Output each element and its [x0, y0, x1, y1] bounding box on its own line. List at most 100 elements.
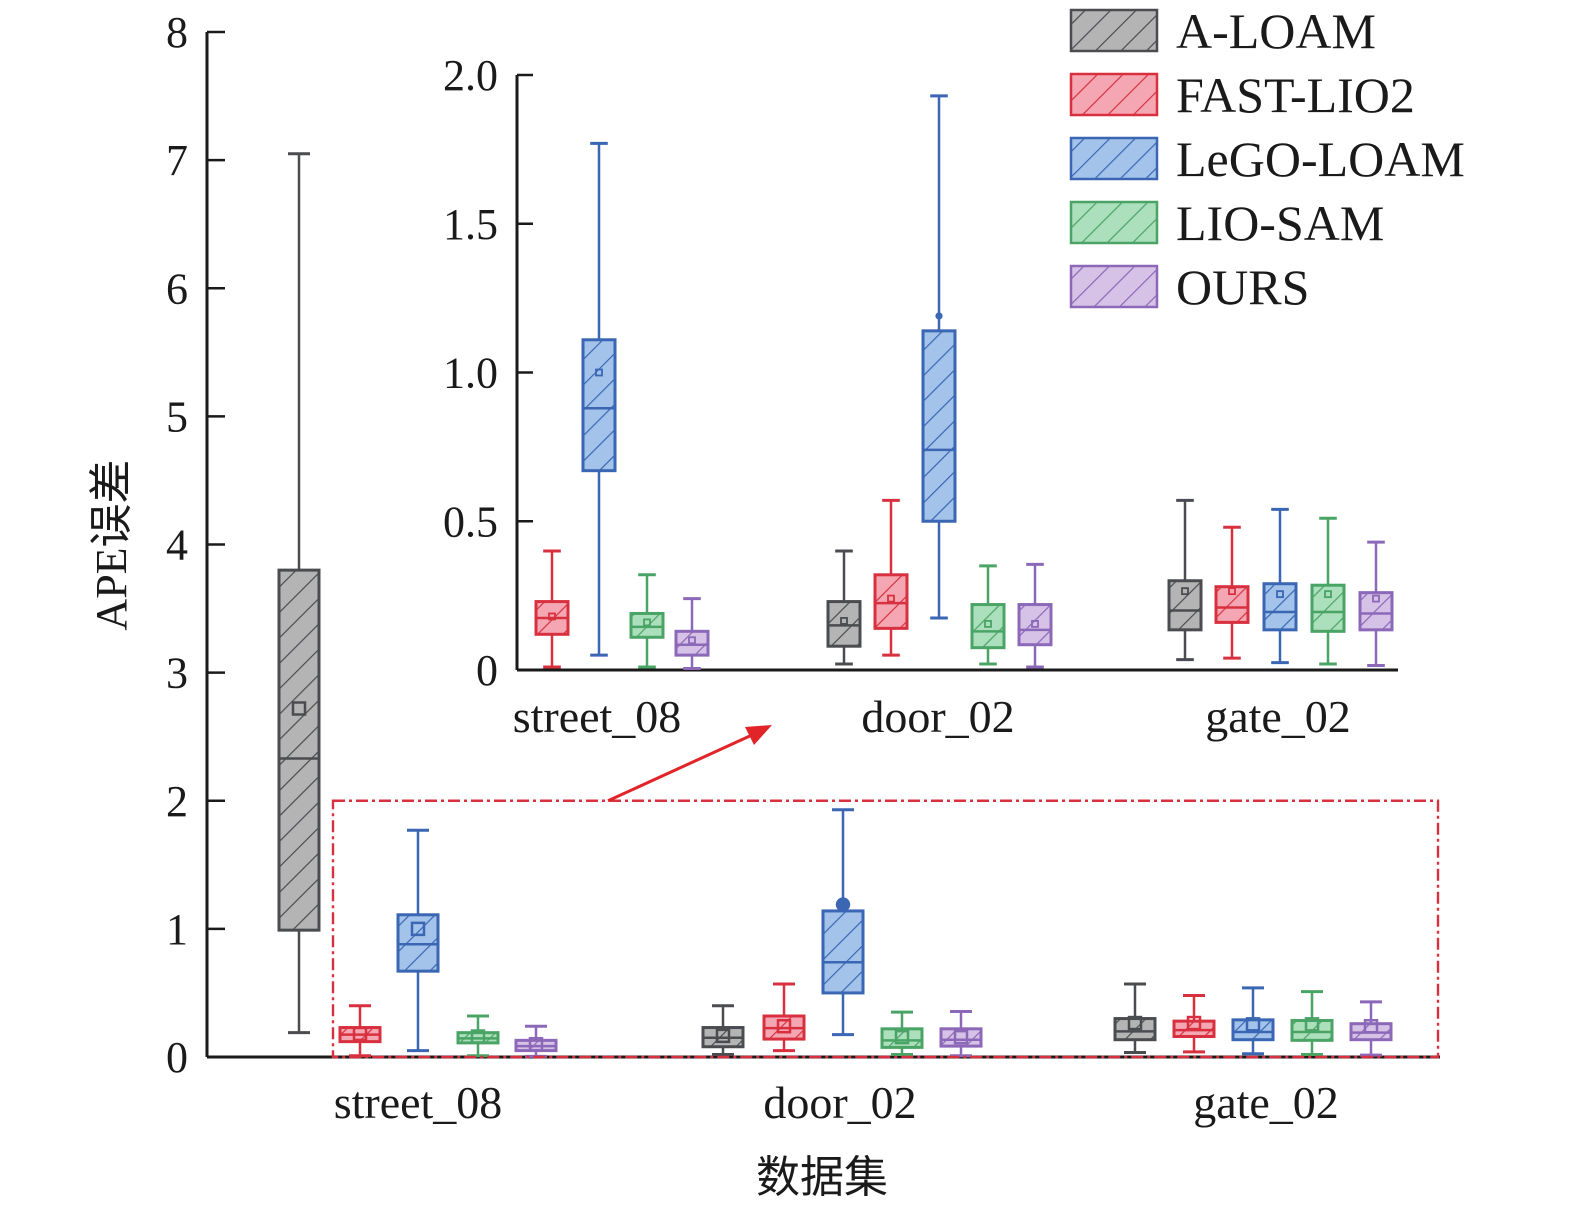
box-a-loam-gate-02: [1113, 982, 1157, 1055]
iqr-box: [1017, 603, 1053, 647]
box-ours-door-02: [1017, 562, 1053, 669]
inset-category-label: door_02: [861, 691, 1014, 742]
mean-marker: [984, 619, 992, 628]
inset-category-label: street_08: [513, 691, 682, 742]
main-category-label: street_08: [334, 1077, 503, 1128]
mean-marker: [410, 921, 426, 937]
inset-y-tick-label: 1.0: [443, 349, 498, 398]
box-lego-loam-street-08: [396, 828, 440, 1053]
box-lio-sam-gate-02: [1290, 990, 1334, 1056]
box-a-loam-gate-02: [1167, 498, 1203, 662]
mean-marker: [1304, 1017, 1320, 1032]
zoom-arrow-head: [745, 725, 772, 745]
iqr-box: [821, 909, 865, 995]
box-a-loam-street-08: [277, 152, 321, 1035]
legend-item-a-loam: A-LOAM: [1069, 3, 1376, 59]
legend-label: FAST-LIO2: [1176, 67, 1415, 123]
box-a-loam-door-02: [701, 1004, 745, 1056]
box-lego-loam-gate-02: [1231, 986, 1275, 1056]
box-fast-lio2-door-02: [762, 982, 806, 1053]
main-y-tick-label: 0: [166, 1033, 188, 1082]
mean-marker: [643, 618, 651, 627]
mean-marker: [715, 1028, 731, 1044]
box-fast-lio2-street-08: [338, 1004, 382, 1058]
iqr-box: [880, 1027, 924, 1049]
legend-swatch: [1069, 200, 1159, 245]
mean-marker: [1276, 590, 1284, 599]
main-y-tick-label: 2: [166, 777, 188, 826]
iqr-box: [396, 913, 440, 973]
main-y-tick-label: 7: [166, 136, 188, 185]
main-y-tick-label: 5: [166, 392, 188, 441]
mean-marker: [776, 1019, 792, 1034]
inset-boxes: [534, 94, 1394, 671]
legend-label: LeGO-LOAM: [1176, 131, 1465, 187]
box-fast-lio2-street-08: [534, 549, 570, 669]
iqr-box: [1214, 585, 1250, 624]
inset-y-tick-label: 0.5: [443, 497, 498, 546]
mean-marker: [1031, 619, 1039, 628]
legend: A-LOAM FAST-LIO2 LeGO-LOAM LIO-SAM OURS: [1069, 3, 1465, 315]
box-lego-loam-street-08: [581, 141, 617, 657]
main-y-tick-label: 4: [166, 521, 188, 570]
box-fast-lio2-gate-02: [1172, 994, 1216, 1054]
mean-marker: [1186, 1015, 1202, 1031]
mean-marker: [835, 897, 851, 912]
mean-marker: [1245, 1017, 1261, 1032]
mean-marker: [1363, 1019, 1379, 1034]
legend-label: LIO-SAM: [1176, 195, 1384, 251]
legend-swatch: [1069, 8, 1159, 53]
main-y-tick-label: 3: [166, 649, 188, 698]
main-y-tick-label: 1: [166, 905, 188, 954]
mean-marker: [1324, 590, 1332, 599]
mean-marker: [935, 312, 943, 320]
mean-marker: [548, 612, 556, 621]
legend-swatch: [1069, 72, 1159, 117]
inset-y-tick-label: 2.0: [443, 51, 498, 100]
box-ours-door-02: [939, 1010, 983, 1058]
x-axis-title: 数据集: [756, 1153, 888, 1202]
mean-marker: [1127, 1015, 1143, 1031]
iqr-box: [1358, 591, 1394, 632]
legend-swatch: [1069, 264, 1159, 309]
mean-marker: [887, 594, 895, 603]
box-ours-street-08: [674, 597, 710, 671]
legend-swatch: [1069, 136, 1159, 181]
box-lego-loam-gate-02: [1262, 507, 1298, 665]
legend-item-lego-loam: LeGO-LOAM: [1069, 131, 1465, 187]
mean-marker: [528, 1036, 544, 1052]
main-axes: 0 1 2 3 4 5 6 7 8 street_08 door_02 gate_02: [166, 8, 1440, 1128]
box-a-loam-door-02: [826, 549, 862, 666]
box-ours-gate-02: [1349, 1000, 1393, 1057]
iqr-box: [1310, 583, 1346, 633]
zoom-arrow-line: [607, 733, 753, 803]
legend-item-fast-lio2: FAST-LIO2: [1069, 67, 1415, 123]
box-lego-loam-door-02: [921, 94, 957, 620]
mean-marker: [1228, 587, 1236, 596]
box-fast-lio2-door-02: [873, 498, 909, 657]
main-y-tick-label: 6: [166, 264, 188, 313]
y-axis-title: APE误差: [87, 459, 136, 630]
zoom-region: [331, 725, 1440, 1059]
iqr-box: [939, 1027, 983, 1048]
iqr-box: [921, 329, 957, 523]
mean-marker: [1181, 587, 1189, 596]
mean-marker: [352, 1026, 368, 1042]
box-lio-sam-door-02: [880, 1010, 924, 1056]
iqr-box: [581, 338, 617, 473]
legend-item-lio-sam: LIO-SAM: [1069, 195, 1384, 251]
main-boxes: [277, 152, 1393, 1058]
legend-label: A-LOAM: [1176, 3, 1376, 59]
inset-y-tick-label: 0: [476, 646, 498, 695]
inset-category-label: gate_02: [1205, 691, 1351, 742]
box-fast-lio2-gate-02: [1214, 525, 1250, 660]
box-lio-sam-door-02: [970, 564, 1006, 666]
legend-item-ours: OURS: [1069, 259, 1309, 315]
mean-marker: [1372, 594, 1380, 603]
legend-label: OURS: [1176, 259, 1309, 315]
box-lego-loam-door-02: [821, 808, 865, 1037]
main-y-tick-label: 8: [166, 8, 188, 57]
zoom-region-box: [331, 799, 1440, 1059]
box-ours-gate-02: [1358, 540, 1394, 668]
mean-marker: [840, 617, 848, 625]
